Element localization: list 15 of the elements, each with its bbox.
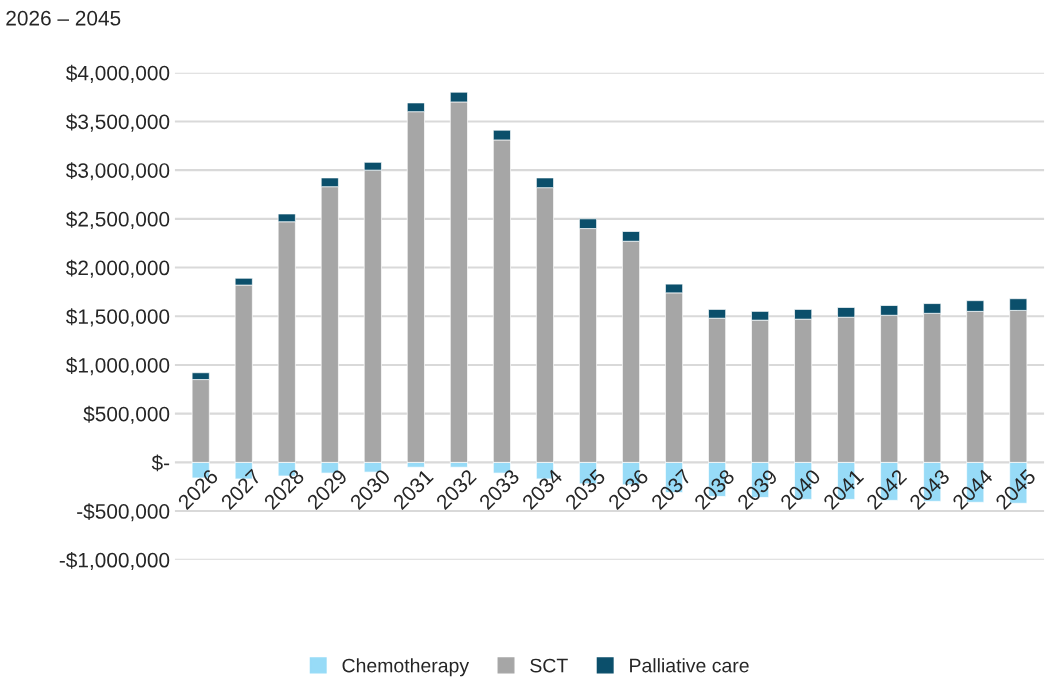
y-tick-label: $2,500,000	[66, 210, 170, 230]
y-tick-label: $1,500,000	[66, 308, 170, 327]
y-tick-label: $2,000,000	[66, 259, 170, 278]
y-tick-label: $4,000,000	[66, 64, 170, 83]
y-tick-label: -$1,000,000	[59, 551, 170, 570]
y-tick-label: $1,000,000	[66, 357, 170, 376]
y-tick-label: -$500,000	[77, 503, 170, 522]
y-tick-label: $500,000	[83, 405, 170, 424]
legend-label: Chemotherapy	[342, 658, 470, 677]
y-tick-label: $3,000,000	[66, 162, 170, 181]
chart-title: 2026 – 2045	[6, 10, 121, 26]
y-tick-label: $-	[151, 454, 170, 472]
y-tick-label: $3,500,000	[66, 113, 170, 132]
legend-label: Palliative care	[630, 658, 749, 673]
legend-label: SCT	[530, 658, 568, 673]
